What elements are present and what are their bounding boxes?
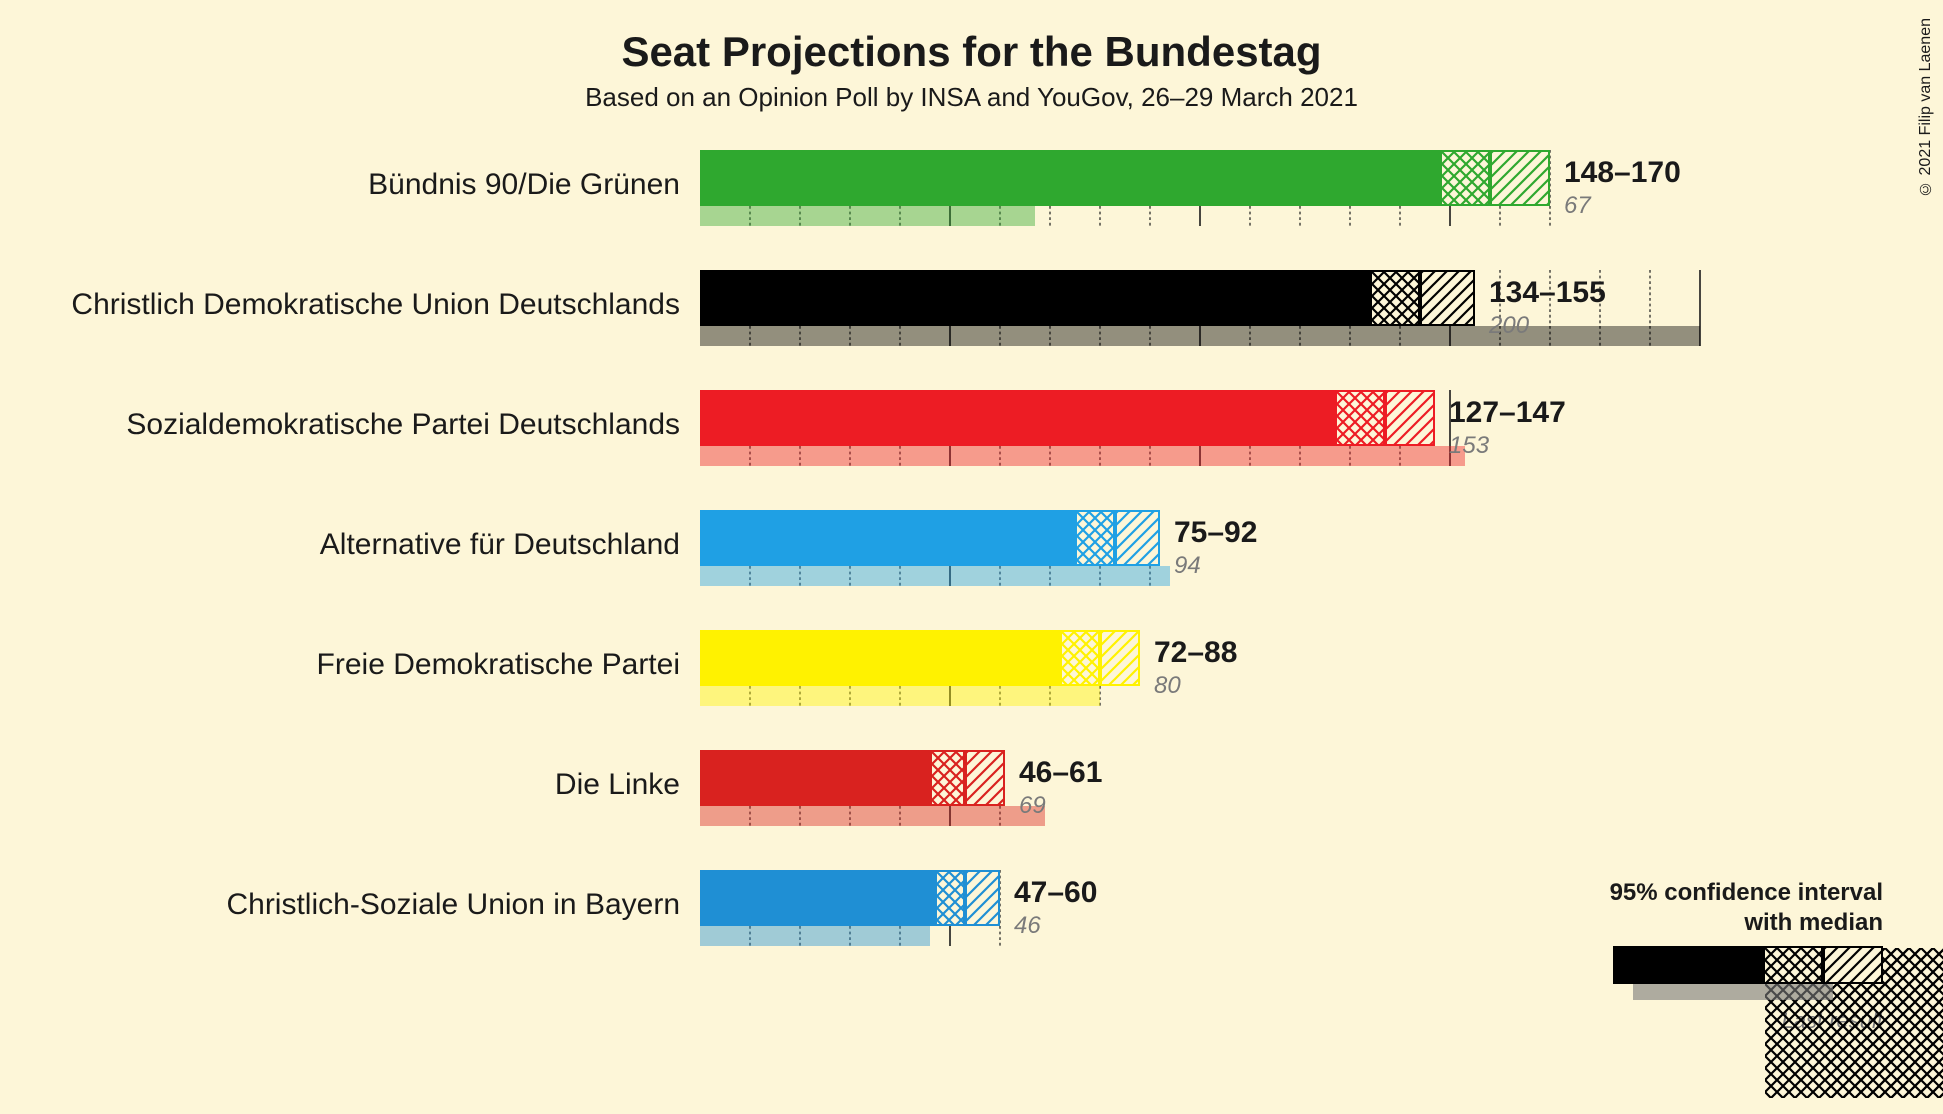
- legend: 95% confidence interval with median Last…: [1610, 878, 1883, 1034]
- party-row: Christlich Demokratische Union Deutschla…: [700, 270, 1800, 360]
- projection-bar-solid: [700, 390, 1335, 446]
- party-row: Die Linke 46–61 69: [700, 750, 1800, 840]
- range-value: 75–92: [1174, 516, 1257, 550]
- projection-bar-low-to-median: [935, 870, 965, 926]
- party-label: Christlich-Soziale Union in Bayern: [20, 888, 680, 922]
- projection-bar-median-to-high: [965, 870, 1000, 926]
- chart-title: Seat Projections for the Bundestag: [0, 0, 1943, 76]
- projection-bar-solid: [700, 630, 1060, 686]
- last-value: 67: [1564, 192, 1591, 220]
- projection-bar-median-to-high: [965, 750, 1005, 806]
- legend-solid: [1613, 946, 1763, 984]
- party-label: Freie Demokratische Partei: [20, 648, 680, 682]
- projection-bar-solid: [700, 750, 930, 806]
- legend-diag: [1823, 946, 1883, 984]
- party-label: Sozialdemokratische Partei Deutschlands: [20, 408, 680, 442]
- projection-bar-median-to-high: [1115, 510, 1160, 566]
- projection-bar-low-to-median: [1440, 150, 1490, 206]
- last-result-bar: [700, 446, 1465, 466]
- last-result-bar: [700, 206, 1035, 226]
- party-row: Bündnis 90/Die Grünen 148–170 67: [700, 150, 1800, 240]
- last-value: 80: [1154, 672, 1181, 700]
- legend-crosshatch: [1763, 946, 1823, 984]
- legend-line1: 95% confidence interval: [1610, 879, 1883, 906]
- range-value: 134–155: [1489, 276, 1606, 310]
- party-label: Die Linke: [20, 768, 680, 802]
- last-result-bar: [700, 926, 930, 946]
- last-value: 69: [1019, 792, 1046, 820]
- last-value: 94: [1174, 552, 1201, 580]
- projection-bar-solid: [700, 270, 1370, 326]
- range-value: 127–147: [1449, 396, 1566, 430]
- projection-bar-median-to-high: [1385, 390, 1435, 446]
- legend-title: 95% confidence interval with median: [1610, 878, 1883, 938]
- projection-bar-low-to-median: [1060, 630, 1100, 686]
- projection-bar-low-to-median: [930, 750, 965, 806]
- party-row: Alternative für Deutschland 75–92 94: [700, 510, 1800, 600]
- range-value: 46–61: [1019, 756, 1102, 790]
- last-value: 200: [1489, 312, 1529, 340]
- last-result-bar: [700, 686, 1100, 706]
- legend-sample: [1613, 946, 1883, 1006]
- range-value: 47–60: [1014, 876, 1097, 910]
- range-value: 72–88: [1154, 636, 1237, 670]
- last-value: 153: [1449, 432, 1489, 460]
- last-value: 46: [1014, 912, 1041, 940]
- party-label: Bündnis 90/Die Grünen: [20, 168, 680, 202]
- legend-lastbar: [1633, 984, 1833, 1000]
- party-label: Christlich Demokratische Union Deutschla…: [20, 288, 680, 322]
- projection-bar-median-to-high: [1100, 630, 1140, 686]
- projection-bar-low-to-median: [1075, 510, 1115, 566]
- chart-subtitle: Based on an Opinion Poll by INSA and You…: [0, 82, 1943, 113]
- copyright-text: © 2021 Filip van Laenen: [1917, 18, 1935, 197]
- party-row: Freie Demokratische Partei 72–88 80: [700, 630, 1800, 720]
- range-value: 148–170: [1564, 156, 1681, 190]
- projection-bar-low-to-median: [1335, 390, 1385, 446]
- projection-bar-solid: [700, 870, 935, 926]
- projection-bar-low-to-median: [1370, 270, 1420, 326]
- party-row: Sozialdemokratische Partei Deutschlands …: [700, 390, 1800, 480]
- last-result-bar: [700, 806, 1045, 826]
- last-result-bar: [700, 566, 1170, 586]
- legend-line2: with median: [1744, 909, 1883, 936]
- projection-bar-solid: [700, 150, 1440, 206]
- projection-bar-median-to-high: [1420, 270, 1475, 326]
- projection-bar-median-to-high: [1490, 150, 1550, 206]
- party-label: Alternative für Deutschland: [20, 528, 680, 562]
- last-result-bar: [700, 326, 1700, 346]
- projection-bar-solid: [700, 510, 1075, 566]
